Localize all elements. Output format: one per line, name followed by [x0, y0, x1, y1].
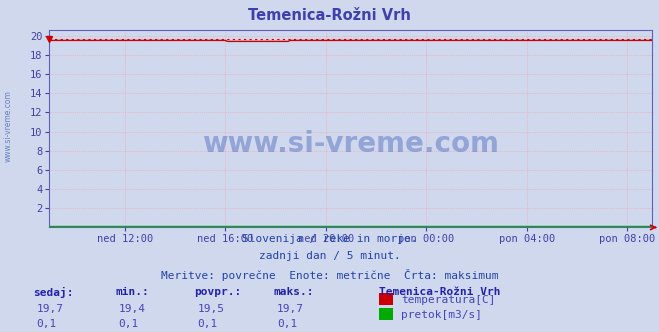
Text: maks.:: maks.: [273, 287, 314, 297]
Text: www.si-vreme.com: www.si-vreme.com [202, 130, 500, 158]
Text: 0,1: 0,1 [198, 319, 218, 329]
Text: pretok[m3/s]: pretok[m3/s] [401, 310, 482, 320]
Text: 19,4: 19,4 [119, 304, 146, 314]
Text: 19,7: 19,7 [36, 304, 63, 314]
Text: temperatura[C]: temperatura[C] [401, 295, 496, 305]
Text: Slovenija / reke in morje.: Slovenija / reke in morje. [242, 234, 417, 244]
Text: 0,1: 0,1 [36, 319, 57, 329]
Text: Temenica-Rožni Vrh: Temenica-Rožni Vrh [248, 8, 411, 23]
Text: min.:: min.: [115, 287, 149, 297]
Text: 19,5: 19,5 [198, 304, 225, 314]
Text: 0,1: 0,1 [119, 319, 139, 329]
Text: Temenica-Rožni Vrh: Temenica-Rožni Vrh [379, 287, 500, 297]
Text: sedaj:: sedaj: [33, 287, 73, 298]
Text: Meritve: povrečne  Enote: metrične  Črta: maksimum: Meritve: povrečne Enote: metrične Črta: … [161, 269, 498, 281]
Text: zadnji dan / 5 minut.: zadnji dan / 5 minut. [258, 251, 401, 261]
Text: 19,7: 19,7 [277, 304, 304, 314]
Text: www.si-vreme.com: www.si-vreme.com [4, 90, 13, 162]
Text: 0,1: 0,1 [277, 319, 297, 329]
Text: povpr.:: povpr.: [194, 287, 242, 297]
